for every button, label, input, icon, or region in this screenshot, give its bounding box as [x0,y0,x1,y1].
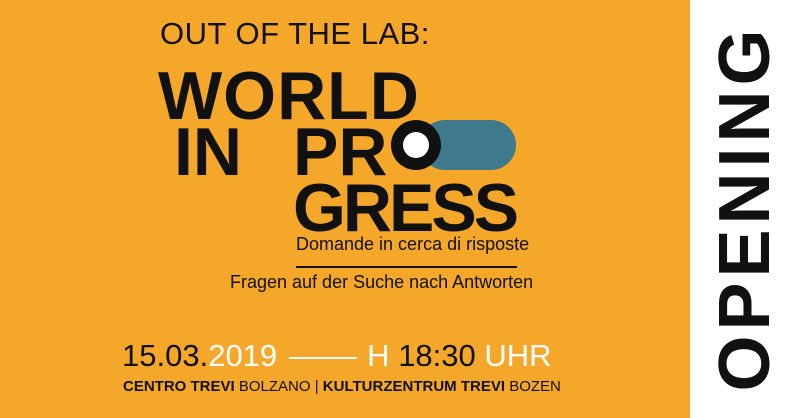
venue-de: KULTURZENTRUM TREVI [322,378,506,395]
city-de: BOZEN [509,378,561,395]
venue-it: CENTRO TREVI [123,378,235,395]
pretitle: OUT OF THE LAB: [160,16,430,51]
divider [296,266,517,268]
dash-line [289,356,358,359]
subtitle-german: Fragen auf der Suche nach Antworten [230,272,534,292]
date-year: 2019 [208,338,278,373]
poster-background: OUT OF THE LAB: WORLD IN PR GRESS Domand… [0,0,690,418]
title-gress: GRESS [293,170,519,246]
event-datetime: 15.03.2019 H 18:30 UHR [122,338,552,374]
date-daymonth: 15.03. [122,338,209,373]
title-pro: PR [293,114,388,190]
side-panel [690,0,800,418]
subtitle-italian: Domande in cerca di risposte [296,234,530,254]
hour-prefix: H [367,338,390,373]
city-it: BOLZANO [238,378,311,395]
progress-dot [403,132,429,158]
title-world: WORLD [158,58,420,134]
location: CENTRO TREVI BOLZANO | KULTURZENTRUM TRE… [123,378,561,395]
opening-label: OPENING [705,24,785,392]
time: 18:30 [398,338,476,373]
separator: | [314,378,319,395]
time-suffix: UHR [484,338,552,373]
title-in: IN [174,114,242,190]
